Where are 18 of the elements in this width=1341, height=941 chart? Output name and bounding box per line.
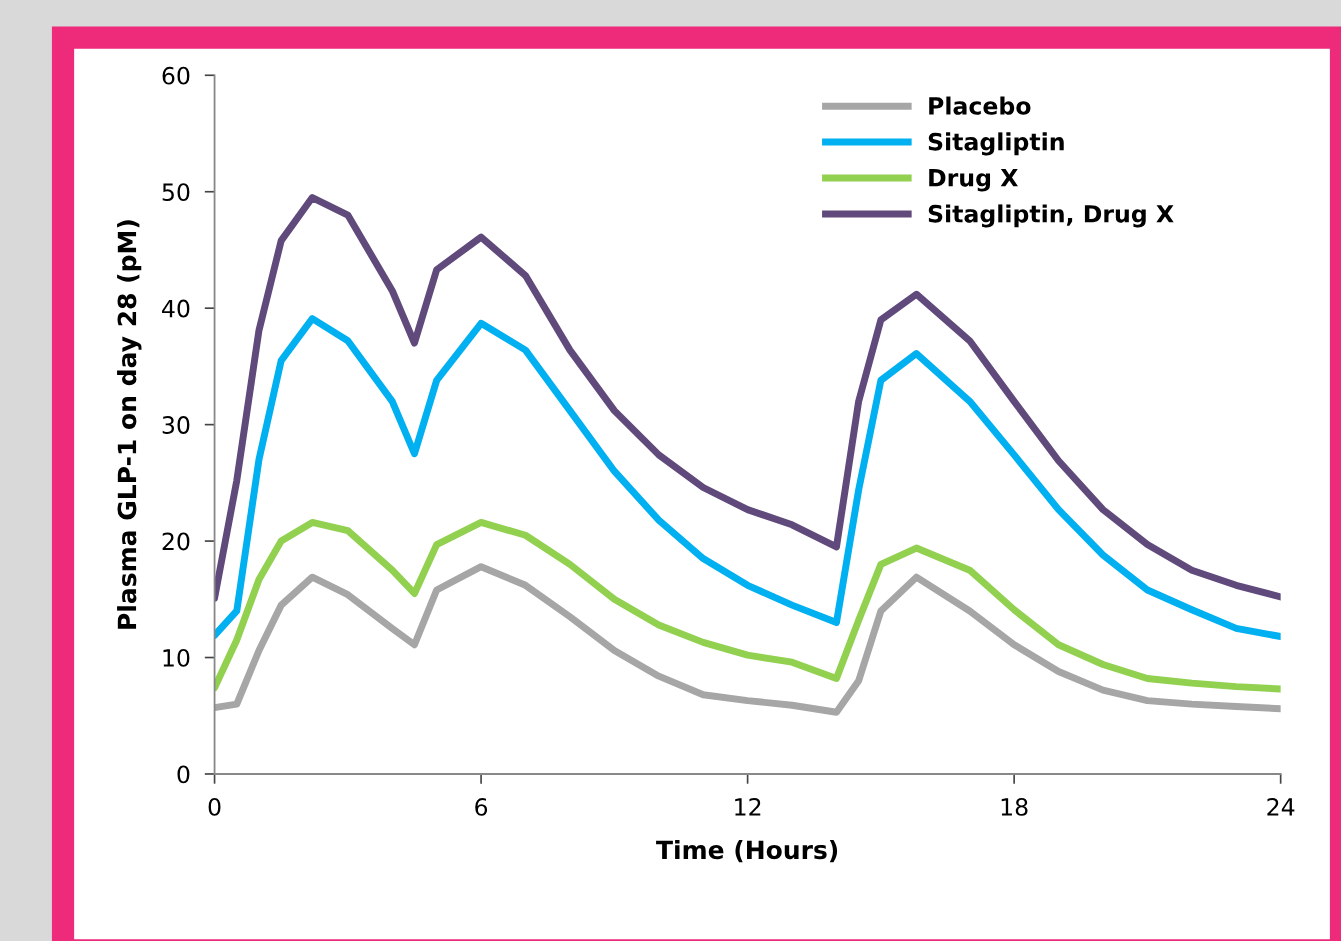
x-tick-label: 24 [1267, 798, 1295, 816]
x-tick-label: 6 [475, 798, 488, 816]
y-axis-title: Plasma GLP-1 on day 28 (pM) [117, 220, 142, 629]
y-tick-label: 10 [163, 648, 190, 667]
legend-label: Drug X [929, 169, 1018, 192]
y-tick-label: 30 [162, 416, 190, 434]
y-tick-label: 40 [162, 299, 190, 318]
legend-label: Sitagliptin, Drug X [928, 204, 1174, 228]
x-tick-label: 0 [208, 798, 221, 816]
legend-label: Sitagliptin [928, 132, 1064, 156]
x-tick-label: 18 [1001, 798, 1028, 816]
legend-label: Placebo [929, 96, 1031, 115]
y-tick-label: 0 [177, 765, 190, 784]
x-axis-title: Time (Hours) [656, 839, 838, 863]
y-tick-label: 20 [162, 532, 190, 551]
y-tick-label: 50 [162, 183, 190, 202]
y-tick-label: 60 [162, 66, 190, 85]
x-tick-label: 12 [735, 798, 761, 816]
